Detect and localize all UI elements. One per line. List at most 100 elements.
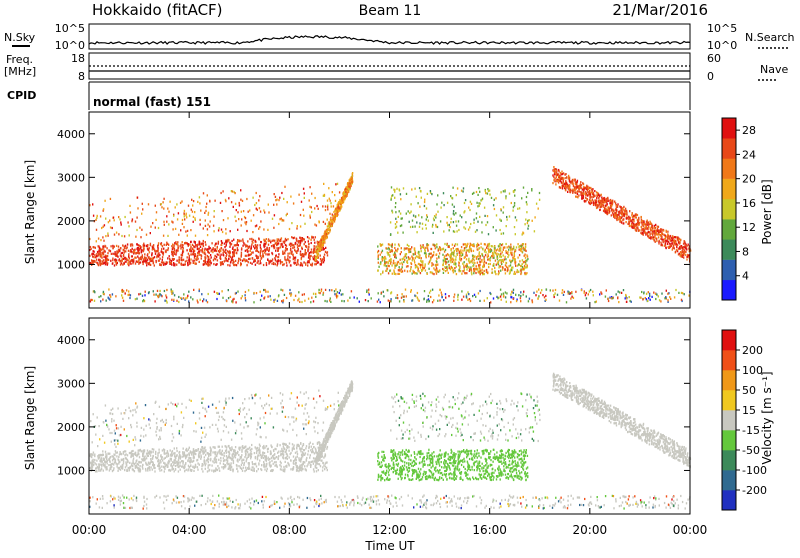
scatter-cell xyxy=(140,247,141,249)
scatter-cell xyxy=(451,197,452,199)
scatter-cell xyxy=(682,247,683,249)
scatter-cell xyxy=(552,290,553,292)
scatter-cell xyxy=(225,232,226,234)
scatter-cell xyxy=(205,219,206,221)
scatter-cell xyxy=(457,254,458,256)
scatter-cell xyxy=(272,240,273,242)
scatter-cell xyxy=(635,225,636,227)
scatter-cell xyxy=(638,224,639,226)
scatter-cell xyxy=(645,234,646,236)
scatter-cell xyxy=(272,258,273,260)
scatter-cell xyxy=(157,253,158,255)
scatter-cell xyxy=(275,250,276,252)
scatter-cell xyxy=(686,245,687,247)
scatter-cell xyxy=(377,301,378,303)
scatter-cell xyxy=(522,259,523,261)
scatter-cell xyxy=(133,457,134,459)
scatter-cell xyxy=(499,219,500,221)
scatter-cell xyxy=(661,238,662,240)
scatter-cell xyxy=(406,266,407,268)
velocity-scatter-cells xyxy=(89,373,691,510)
scatter-cell xyxy=(228,197,229,199)
scatter-cell xyxy=(401,247,402,249)
scatter-cell xyxy=(499,244,500,246)
scatter-cell xyxy=(136,217,137,219)
scatter-cell xyxy=(428,220,429,222)
scatter-cell xyxy=(503,232,504,234)
scatter-cell xyxy=(255,264,256,266)
scatter-cell xyxy=(323,235,324,237)
scatter-cell xyxy=(232,259,233,261)
scatter-cell xyxy=(458,229,459,231)
scatter-cell xyxy=(333,218,334,220)
scatter-cell xyxy=(501,261,502,263)
scatter-cell xyxy=(234,192,235,194)
scatter-cell xyxy=(122,289,123,291)
scatter-cell xyxy=(101,227,102,229)
scatter-cell xyxy=(162,201,163,203)
scatter-cell xyxy=(457,299,458,301)
nave-right-label: Nave xyxy=(760,63,788,76)
scatter-cell xyxy=(335,288,336,290)
scatter-cell xyxy=(313,463,314,465)
scatter-cell xyxy=(650,299,651,301)
scatter-cell xyxy=(109,250,110,252)
scatter-cell xyxy=(200,249,201,251)
scatter-cell xyxy=(569,185,570,187)
scatter-cell xyxy=(572,192,573,194)
scatter-cell xyxy=(164,470,165,472)
scatter-cell xyxy=(245,297,246,299)
scatter-cell xyxy=(400,253,401,255)
scatter-cell xyxy=(660,235,661,237)
scatter-cell xyxy=(668,241,669,243)
scatter-cell xyxy=(188,243,189,245)
scatter-cell xyxy=(351,175,352,177)
scatter-cell xyxy=(459,254,460,256)
scatter-cell xyxy=(149,263,150,265)
scatter-cell xyxy=(311,193,312,195)
scatter-cell xyxy=(560,172,561,174)
scatter-cell xyxy=(339,201,340,203)
scatter-cell xyxy=(434,215,435,217)
scatter-cell xyxy=(599,203,600,205)
scatter-cell xyxy=(199,261,200,263)
scatter-cell xyxy=(323,239,324,241)
scatter-cell xyxy=(482,269,483,271)
scatter-cell xyxy=(429,292,430,294)
scatter-cell xyxy=(298,470,299,472)
scatter-cell xyxy=(174,294,175,296)
scatter-cell xyxy=(176,264,177,266)
scatter-cell xyxy=(273,227,274,229)
scatter-cell xyxy=(454,267,455,269)
scatter-cell xyxy=(327,254,328,256)
scatter-cell xyxy=(188,253,189,255)
scatter-cell xyxy=(623,213,624,215)
scatter-cell xyxy=(274,240,275,242)
scatter-cell xyxy=(200,223,201,225)
scatter-cell xyxy=(626,210,627,212)
scatter-cell xyxy=(128,253,129,255)
scatter-cell xyxy=(588,293,589,295)
scatter-cell xyxy=(211,242,212,244)
scatter-cell xyxy=(184,210,185,212)
scatter-cell xyxy=(494,267,495,269)
scatter-cell xyxy=(514,189,515,191)
scatter-cell xyxy=(102,246,103,248)
scatter-cell xyxy=(112,253,113,255)
scatter-cell xyxy=(598,197,599,199)
scatter-cell xyxy=(90,246,91,248)
scatter-cell xyxy=(450,261,451,263)
scatter-cell xyxy=(159,258,160,260)
scatter-cell xyxy=(413,215,414,217)
scatter-cell xyxy=(155,205,156,207)
scatter-cell xyxy=(401,224,402,226)
scatter-cell xyxy=(95,219,96,221)
scatter-cell xyxy=(219,251,220,253)
scatter-cell xyxy=(424,201,425,203)
scatter-cell xyxy=(416,273,417,275)
scatter-cell xyxy=(98,259,99,261)
scatter-cell xyxy=(539,192,540,194)
scatter-cell xyxy=(291,293,292,295)
scatter-cell xyxy=(129,297,130,299)
colorbar-tick-label: 12 xyxy=(742,221,756,234)
